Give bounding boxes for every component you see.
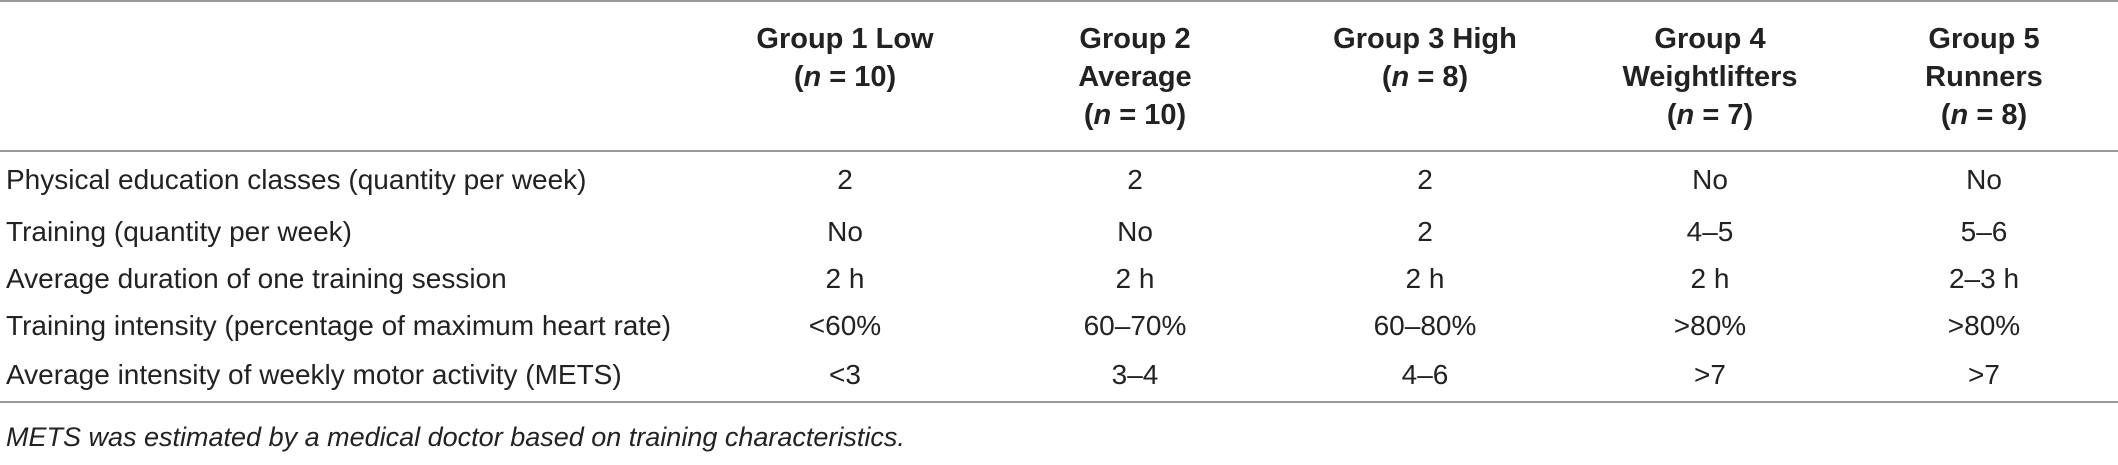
table-cell: >7: [1850, 349, 2118, 403]
column-header-sample-size: (n = 10): [1083, 99, 1187, 131]
column-header-title: Group 5: [1928, 23, 2040, 55]
n-symbol: n: [1391, 61, 1410, 93]
table-row: Physical education classes (quantity per…: [0, 151, 2118, 208]
column-header-sample-size: (n = 10): [793, 61, 897, 93]
column-header-title: Group 1 Low: [756, 23, 934, 55]
column-header-title: Group 2: [1079, 23, 1191, 55]
n-value: = 7: [1694, 99, 1744, 131]
table-cell: 2: [1127, 164, 1143, 195]
group-characteristics-table: Group 1 Low (n = 10) Group 2 Average (n …: [0, 0, 2118, 403]
n-symbol: n: [1676, 99, 1695, 131]
n-symbol: n: [803, 61, 822, 93]
column-header-sample-size: (n = 8): [1940, 99, 2028, 131]
column-header-group-2: Group 2 Average (n = 10): [990, 0, 1280, 152]
table-cell: 2–3 h: [1948, 263, 2020, 294]
n-symbol: n: [1093, 99, 1112, 131]
column-header-group-3: Group 3 High (n = 8): [1280, 0, 1570, 152]
data-table-container: Group 1 Low (n = 10) Group 2 Average (n …: [0, 0, 2118, 403]
table-cell: No: [1117, 216, 1153, 247]
table-row: Average intensity of weekly motor activi…: [0, 349, 2118, 403]
column-header-title: Group 4: [1654, 23, 1766, 55]
row-label: Training intensity (percentage of maximu…: [6, 310, 672, 341]
table-row: Training intensity (percentage of maximu…: [0, 302, 2118, 349]
table-footnote: METS was estimated by a medical doctor b…: [6, 422, 905, 452]
table-cell: >80%: [1673, 310, 1747, 341]
table-header-row: Group 1 Low (n = 10) Group 2 Average (n …: [0, 0, 2118, 152]
table-row: Training (quantity per week) No No 2 4–5…: [0, 208, 2118, 255]
table-cell: 2: [1417, 164, 1433, 195]
table-cell: <60%: [808, 310, 882, 341]
column-header-subtitle: Runners: [1925, 61, 2043, 93]
column-header-sample-size: (n = 8): [1381, 61, 1469, 93]
column-header-title: Group 3 High: [1333, 23, 1517, 55]
n-value: = 8: [1968, 99, 2018, 131]
column-header-sample-size: (n = 7): [1666, 99, 1754, 131]
table-cell: 2: [1417, 216, 1433, 247]
table-cell: 4–5: [1686, 216, 1734, 247]
n-symbol: n: [1950, 99, 1969, 131]
table-cell: No: [1966, 164, 2002, 195]
table-cell: 60–70%: [1083, 310, 1187, 341]
table-cell: >80%: [1947, 310, 2021, 341]
header-corner-cell: [0, 0, 700, 152]
row-label: Physical education classes (quantity per…: [6, 164, 587, 195]
table-cell: 3–4: [990, 349, 1280, 403]
row-label: Average intensity of weekly motor activi…: [0, 349, 700, 403]
n-value: = 10: [821, 61, 887, 93]
row-label: Average duration of one training session: [6, 263, 507, 294]
table-cell: <3: [700, 349, 990, 403]
table-cell: 2: [837, 164, 853, 195]
table-cell: 2 h: [1405, 263, 1445, 294]
column-header-subtitle: Weightlifters: [1622, 61, 1798, 93]
table-cell: 2 h: [1690, 263, 1730, 294]
n-value: = 10: [1111, 99, 1177, 131]
row-label: Training (quantity per week): [6, 216, 353, 247]
table-cell: 2 h: [825, 263, 865, 294]
table-cell: No: [827, 216, 863, 247]
table-cell: 4–6: [1280, 349, 1570, 403]
column-header-subtitle: Average: [1078, 61, 1192, 93]
n-value: = 8: [1409, 61, 1459, 93]
column-header-group-5: Group 5 Runners (n = 8): [1850, 0, 2118, 152]
column-header-group-1: Group 1 Low (n = 10): [700, 0, 990, 152]
table-cell: >7: [1570, 349, 1850, 403]
table-cell: 60–80%: [1373, 310, 1477, 341]
table-cell: 5–6: [1960, 216, 2008, 247]
table-cell: No: [1692, 164, 1728, 195]
column-header-group-4: Group 4 Weightlifters (n = 7): [1570, 0, 1850, 152]
table-row: Average duration of one training session…: [0, 255, 2118, 302]
table-cell: 2 h: [1115, 263, 1155, 294]
